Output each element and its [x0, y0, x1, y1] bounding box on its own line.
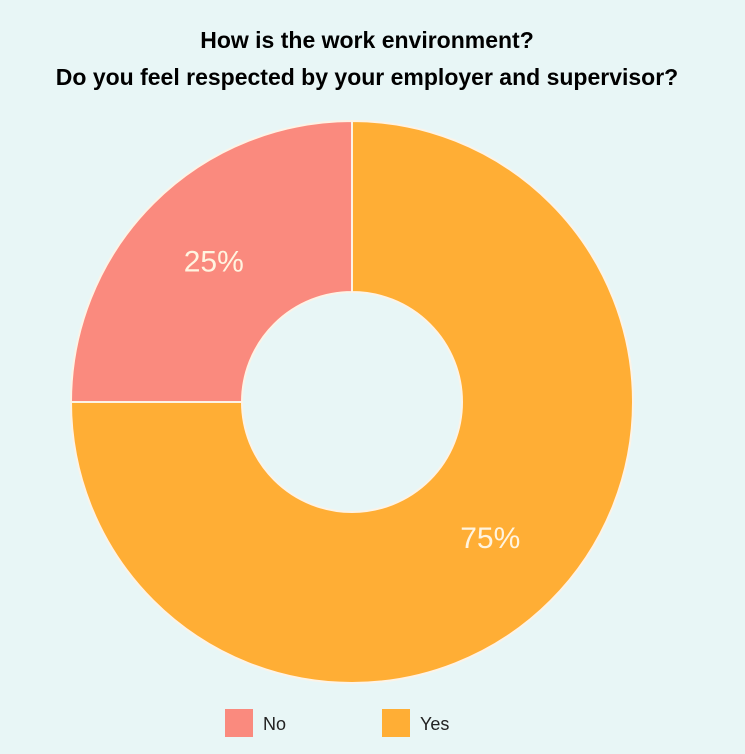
slice — [69, 119, 634, 684]
slice — [69, 119, 353, 403]
chart-title: How is the work environment? — [200, 27, 534, 53]
chart-title: Do you feel respected by your employer a… — [56, 64, 678, 90]
value-label: 25% — [184, 246, 244, 279]
legend-label: Yes — [420, 714, 449, 734]
legend-swatch — [225, 709, 253, 737]
value-label: 75% — [460, 522, 520, 555]
legend-label: No — [263, 714, 286, 734]
legend-swatch — [382, 709, 410, 737]
